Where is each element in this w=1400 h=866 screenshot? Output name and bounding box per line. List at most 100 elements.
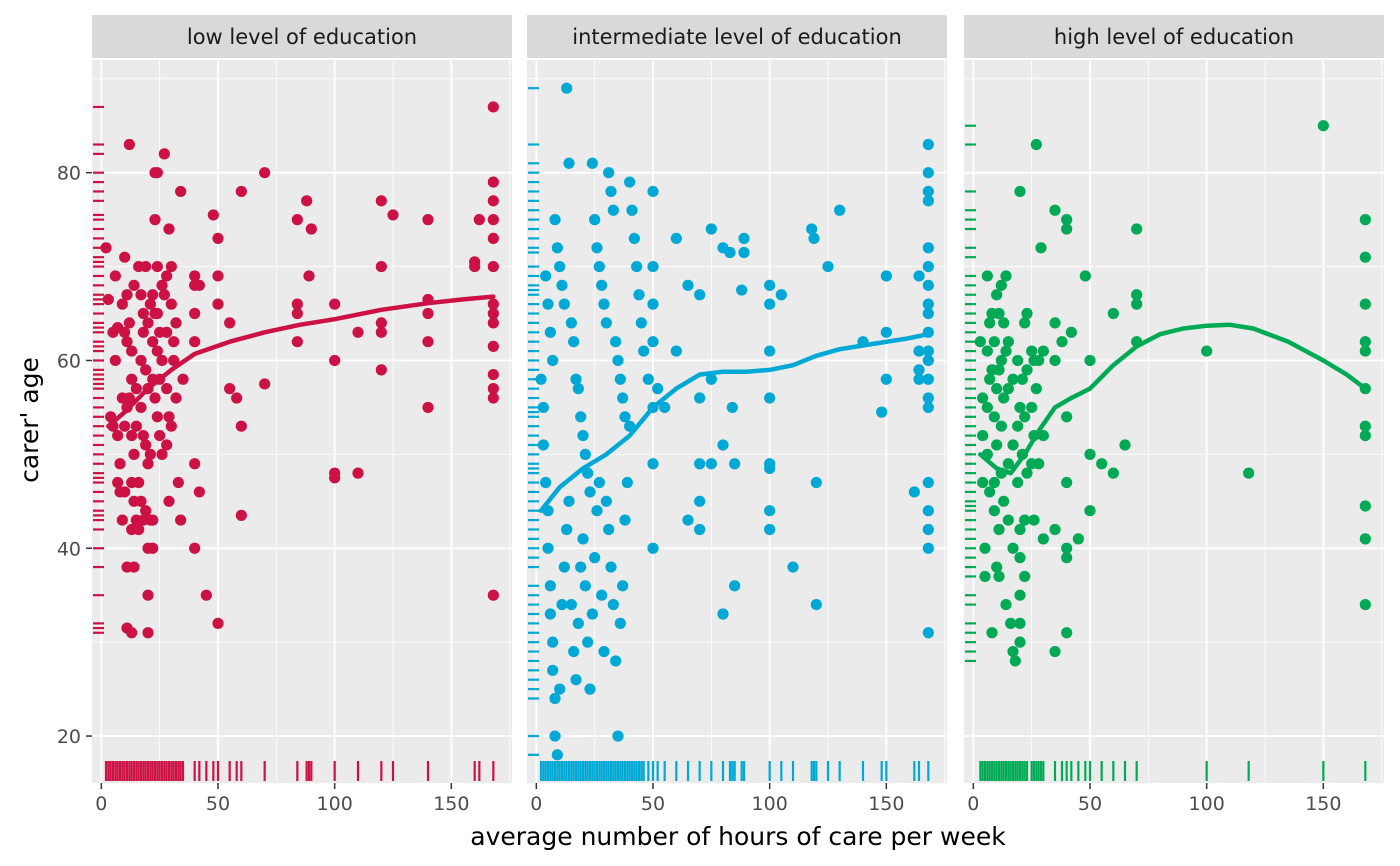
x-tick-label: 0 [95, 793, 107, 815]
data-point [140, 260, 152, 273]
data-point [259, 378, 271, 390]
data-point [1000, 598, 1012, 611]
data-point [128, 448, 140, 460]
data-point [156, 279, 168, 291]
data-point [487, 260, 499, 273]
data-point [133, 523, 145, 536]
data-point [551, 749, 563, 761]
x-tick-label: 50 [206, 793, 230, 815]
panel-background [527, 60, 947, 783]
data-point [537, 401, 549, 414]
data-point [993, 307, 1005, 320]
data-point [988, 411, 1000, 423]
data-point [922, 401, 934, 414]
data-point [128, 279, 140, 291]
data-point [126, 627, 138, 639]
data-point [1007, 439, 1019, 451]
data-point [1033, 458, 1045, 470]
data-point [612, 730, 624, 742]
data-point [193, 486, 205, 498]
data-point [189, 307, 201, 320]
data-point [984, 373, 996, 385]
data-point [981, 401, 993, 414]
data-point [109, 354, 121, 367]
facet-panel-1: low level of education 0 50 100 150 [92, 15, 512, 815]
panel-background [92, 60, 512, 783]
data-point [291, 298, 303, 310]
data-point [1084, 505, 1096, 517]
data-point [575, 411, 587, 423]
data-point [175, 185, 187, 198]
data-point [647, 298, 659, 310]
data-point [235, 185, 247, 198]
data-point [1019, 411, 1031, 423]
data-point [1014, 589, 1026, 601]
data-point [558, 561, 570, 573]
data-point [156, 354, 168, 367]
data-point [151, 307, 163, 320]
data-point [177, 373, 189, 385]
data-point [487, 214, 499, 226]
data-point [563, 495, 575, 507]
data-point [607, 598, 619, 611]
data-point [1049, 645, 1061, 658]
x-tick-label: 150 [868, 793, 904, 815]
data-point [175, 514, 187, 526]
data-point [922, 138, 934, 151]
x-axis-title: average number of hours of care per week [470, 822, 1006, 851]
y-tick-label: 80 [57, 163, 81, 185]
data-point [1026, 345, 1038, 357]
data-point [1014, 401, 1026, 414]
data-point [579, 448, 591, 460]
data-point [224, 317, 236, 329]
data-point [1037, 429, 1049, 442]
data-point [1000, 345, 1012, 357]
data-point [647, 336, 659, 348]
data-point [738, 246, 750, 259]
data-point [1014, 636, 1026, 648]
data-point [614, 373, 626, 385]
data-point [231, 392, 243, 404]
data-point [988, 476, 1000, 489]
data-point [161, 439, 173, 451]
data-point [291, 214, 303, 226]
data-point [1061, 552, 1073, 564]
data-point [694, 289, 706, 301]
data-point [561, 523, 573, 536]
data-point [165, 420, 177, 432]
data-point [729, 580, 741, 592]
data-point [1002, 458, 1014, 470]
facet-panel-3: high level of education 0 50 100 150 [964, 15, 1384, 815]
data-point [149, 392, 161, 404]
facet-strip [527, 15, 947, 58]
data-point [1359, 533, 1371, 545]
data-point [1000, 270, 1012, 282]
data-point [135, 354, 147, 367]
data-point [544, 580, 556, 592]
data-point [116, 298, 128, 310]
data-point [387, 209, 399, 221]
data-point [1007, 645, 1019, 658]
data-point [170, 392, 182, 404]
data-point [922, 307, 934, 320]
data-point [998, 392, 1010, 404]
data-point [584, 683, 596, 695]
data-point [694, 495, 706, 507]
smooth-trend-line [106, 294, 496, 429]
data-point [621, 476, 633, 489]
data-point [834, 204, 846, 216]
data-point [163, 411, 175, 423]
data-point [670, 345, 682, 357]
data-point [119, 420, 131, 432]
data-point [1033, 354, 1045, 367]
data-point [151, 411, 163, 423]
data-point [810, 598, 822, 611]
data-point [135, 401, 147, 414]
data-point [1359, 298, 1371, 310]
data-point [1359, 345, 1371, 357]
data-point [121, 336, 133, 348]
data-point [422, 401, 434, 414]
data-point [151, 167, 163, 179]
data-point [913, 345, 925, 357]
data-point [487, 589, 499, 601]
